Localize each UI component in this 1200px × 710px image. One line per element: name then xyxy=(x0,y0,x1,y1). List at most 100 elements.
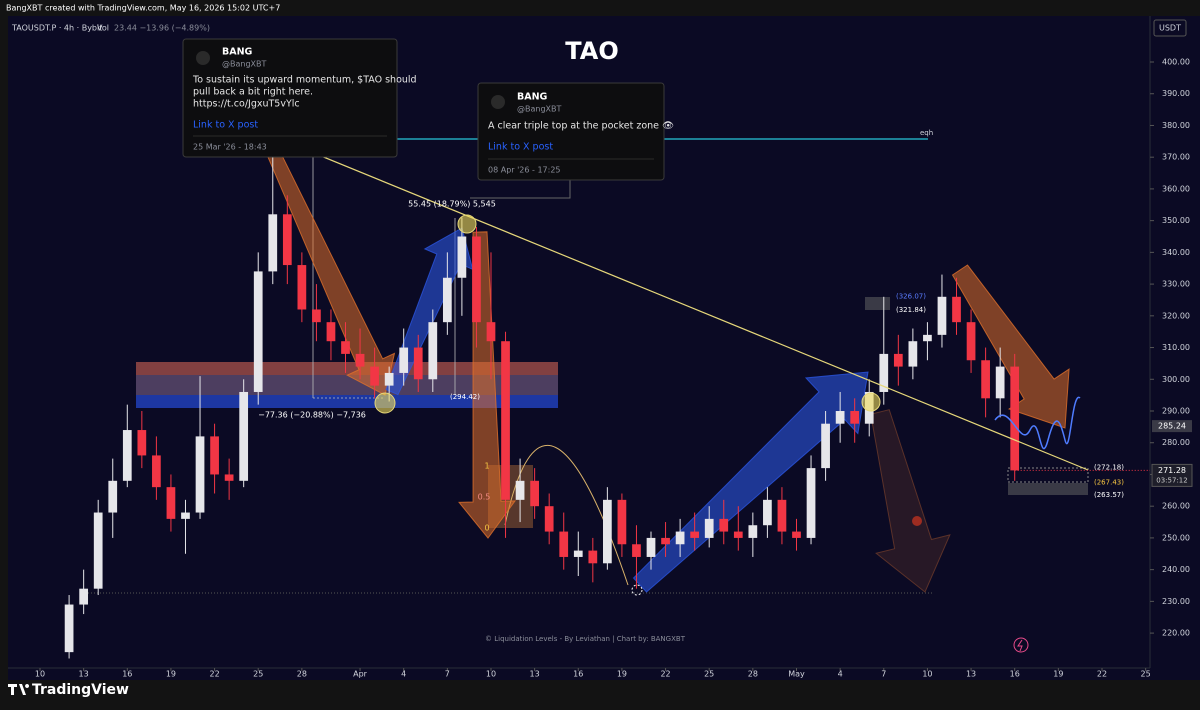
x-tick-label: 13 xyxy=(530,670,540,679)
x-tick-label: 10 xyxy=(35,670,45,679)
y-tick-label: 300.00 xyxy=(1162,375,1190,384)
candle-body xyxy=(719,518,729,532)
volume-values: 23.44 −13.96 (−4.89%) xyxy=(114,24,210,33)
candle-body xyxy=(923,334,932,342)
fib-label: 1 xyxy=(484,462,489,471)
chart-title: TAO xyxy=(565,37,618,65)
card-handle: @BangXBT xyxy=(222,60,267,69)
candle-body xyxy=(442,277,452,323)
y-tick-label: 370.00 xyxy=(1162,153,1190,162)
y-tick-label: 310.00 xyxy=(1162,343,1190,352)
x-tick-label: 4 xyxy=(838,670,843,679)
connector xyxy=(470,180,571,199)
pivot xyxy=(374,392,396,414)
x-tick-label: 22 xyxy=(1097,670,1107,679)
candle-body xyxy=(93,512,103,589)
card-text: To sustain its upward momentum, $TAO sho… xyxy=(192,75,417,86)
projection xyxy=(994,396,1081,450)
card-date: 25 Mar '26 - 18:43 xyxy=(193,143,267,152)
candle-body xyxy=(777,499,787,532)
candle-body xyxy=(268,214,278,272)
y-tick-label: 280.00 xyxy=(1162,438,1190,447)
candle-body xyxy=(893,353,903,367)
x-tick-label: 19 xyxy=(166,670,176,679)
currency[interactable]: USDT xyxy=(1159,24,1181,33)
trendline xyxy=(237,121,1089,471)
level-label: (321.84) xyxy=(896,306,926,314)
candle-body xyxy=(850,411,860,424)
candle-body xyxy=(908,341,918,367)
x-tick-label: 16 xyxy=(1010,670,1020,679)
candle-body xyxy=(733,531,743,538)
card-text: https://t.co/JgxuT5vYlc xyxy=(193,99,300,110)
candle-body xyxy=(675,531,685,545)
card-link[interactable]: Link to X post xyxy=(193,120,258,131)
watermark: © Liquidation Levels - By Leviathan | Ch… xyxy=(485,635,686,643)
price-tag xyxy=(1152,420,1192,433)
candle-body xyxy=(763,499,772,526)
candle-body xyxy=(661,537,670,545)
volume-label: Vol xyxy=(97,24,109,33)
x-tick-label: 7 xyxy=(445,670,450,679)
x-tick-label: 28 xyxy=(748,670,758,679)
brand: TradingView xyxy=(32,682,129,698)
card-box[interactable] xyxy=(182,38,398,158)
post-card[interactable]: BANG @BangXBT A clear triple top at the … xyxy=(470,82,674,199)
x-tick-label: 16 xyxy=(122,670,132,679)
time-axis xyxy=(8,668,1200,680)
eqh-label: eqh xyxy=(920,129,933,137)
candle-body xyxy=(428,322,438,380)
candle-body xyxy=(792,531,801,538)
candle-body xyxy=(835,411,845,424)
candle-body xyxy=(748,525,758,538)
candle-body xyxy=(181,512,190,519)
arrow xyxy=(870,409,951,593)
arrow xyxy=(951,264,1070,429)
card-date: 08 Apr '26 - 17:25 xyxy=(488,166,561,175)
card-box[interactable] xyxy=(477,82,665,181)
card-link[interactable]: Link to X post xyxy=(488,142,553,153)
y-tick-label: 400.00 xyxy=(1162,58,1190,67)
y-tick-label: 260.00 xyxy=(1162,502,1190,511)
candle-body xyxy=(326,322,336,342)
y-tick-label: 230.00 xyxy=(1162,597,1190,606)
candle-body xyxy=(413,347,423,380)
credit: BangXBT created with TradingView.com, Ma… xyxy=(6,4,280,13)
measure-label: −77.36 (−20.88%) −7,736 xyxy=(258,411,366,420)
countdown: 03:57:12 xyxy=(1156,476,1187,484)
candle-body xyxy=(952,296,961,323)
candle-body xyxy=(559,531,569,557)
logo-icon xyxy=(8,684,30,695)
card-handle: @BangXBT xyxy=(517,105,562,114)
avatar xyxy=(196,51,210,65)
currency-box[interactable] xyxy=(1153,19,1187,37)
cancel-icon xyxy=(912,516,922,526)
candle-body xyxy=(384,372,394,386)
pivot xyxy=(457,214,477,234)
y-tick-label: 250.00 xyxy=(1162,533,1190,542)
drawings xyxy=(82,138,1089,653)
y-tick-label: 360.00 xyxy=(1162,184,1190,193)
candle-body xyxy=(617,499,627,545)
x-tick-label: 25 xyxy=(704,670,714,679)
price-tag-label: 271.28 xyxy=(1158,466,1186,475)
candle-body xyxy=(966,322,976,361)
candle-body xyxy=(573,550,583,557)
candle-body xyxy=(297,265,307,310)
candle-body xyxy=(370,366,379,386)
card-name: BANG xyxy=(222,47,253,58)
price-tag xyxy=(1151,463,1193,487)
x-tick-label: 22 xyxy=(209,670,219,679)
alert-icon xyxy=(1017,639,1023,652)
candle-body xyxy=(821,423,830,469)
post-card[interactable]: BANG @BangXBT To sustain its upward mome… xyxy=(182,38,417,158)
y-tick-label: 290.00 xyxy=(1162,407,1190,416)
brand-logo xyxy=(8,684,30,695)
x-tick-label: 19 xyxy=(1053,670,1063,679)
x-tick-label: 22 xyxy=(660,670,670,679)
candle-body xyxy=(355,353,365,367)
pivot xyxy=(861,392,881,412)
y-tick-label: 220.00 xyxy=(1162,629,1190,638)
level-label: (294.42) xyxy=(450,393,480,401)
